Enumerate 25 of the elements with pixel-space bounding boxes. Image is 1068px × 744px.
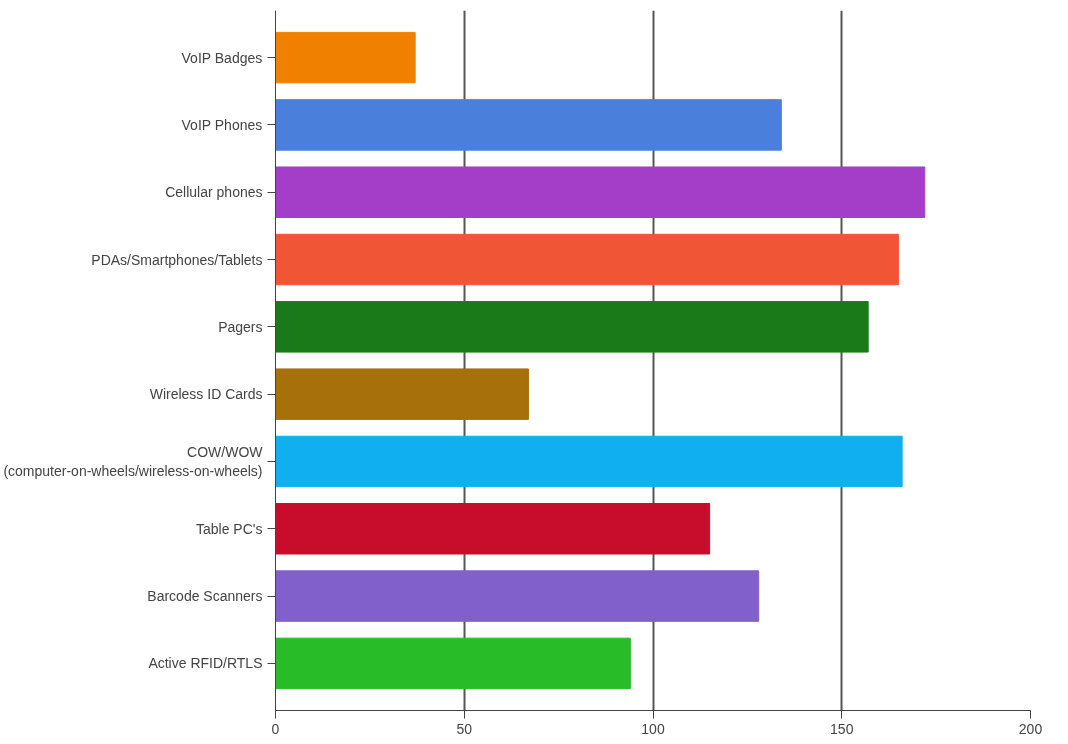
y-tick-label: PDAs/Smartphones/Tablets bbox=[91, 251, 263, 268]
bar bbox=[275, 637, 631, 690]
y-tick-label: Cellular phones bbox=[165, 184, 263, 201]
bar bbox=[275, 301, 869, 353]
bar bbox=[275, 233, 899, 286]
y-tick-label: Active RFID/RTLS bbox=[148, 655, 263, 672]
bar bbox=[275, 99, 782, 151]
y-tick-label: Table PC's bbox=[196, 520, 263, 537]
bar bbox=[275, 570, 760, 622]
x-tick-label: 200 bbox=[1018, 720, 1043, 737]
bar bbox=[275, 166, 926, 218]
y-tick-label: Barcode Scanners bbox=[147, 588, 263, 605]
bar bbox=[275, 503, 711, 555]
y-tick-label: COW/WOW (computer-on-wheels/wireless-on-wheels) bbox=[3, 443, 264, 480]
bar bbox=[275, 368, 529, 420]
x-tick-label: 100 bbox=[641, 720, 665, 737]
x-tick-label: 50 bbox=[456, 720, 473, 737]
bar bbox=[275, 435, 903, 488]
x-tick-label: 0 bbox=[271, 720, 280, 737]
y-tick-label: VoIP Badges bbox=[181, 49, 263, 66]
y-tick-label: VoIP Phones bbox=[181, 116, 263, 133]
x-tick-label: 150 bbox=[830, 720, 854, 737]
y-tick-label: Pagers bbox=[218, 318, 263, 335]
y-tick-label: Wireless ID Cards bbox=[149, 386, 263, 403]
bar bbox=[275, 31, 416, 84]
